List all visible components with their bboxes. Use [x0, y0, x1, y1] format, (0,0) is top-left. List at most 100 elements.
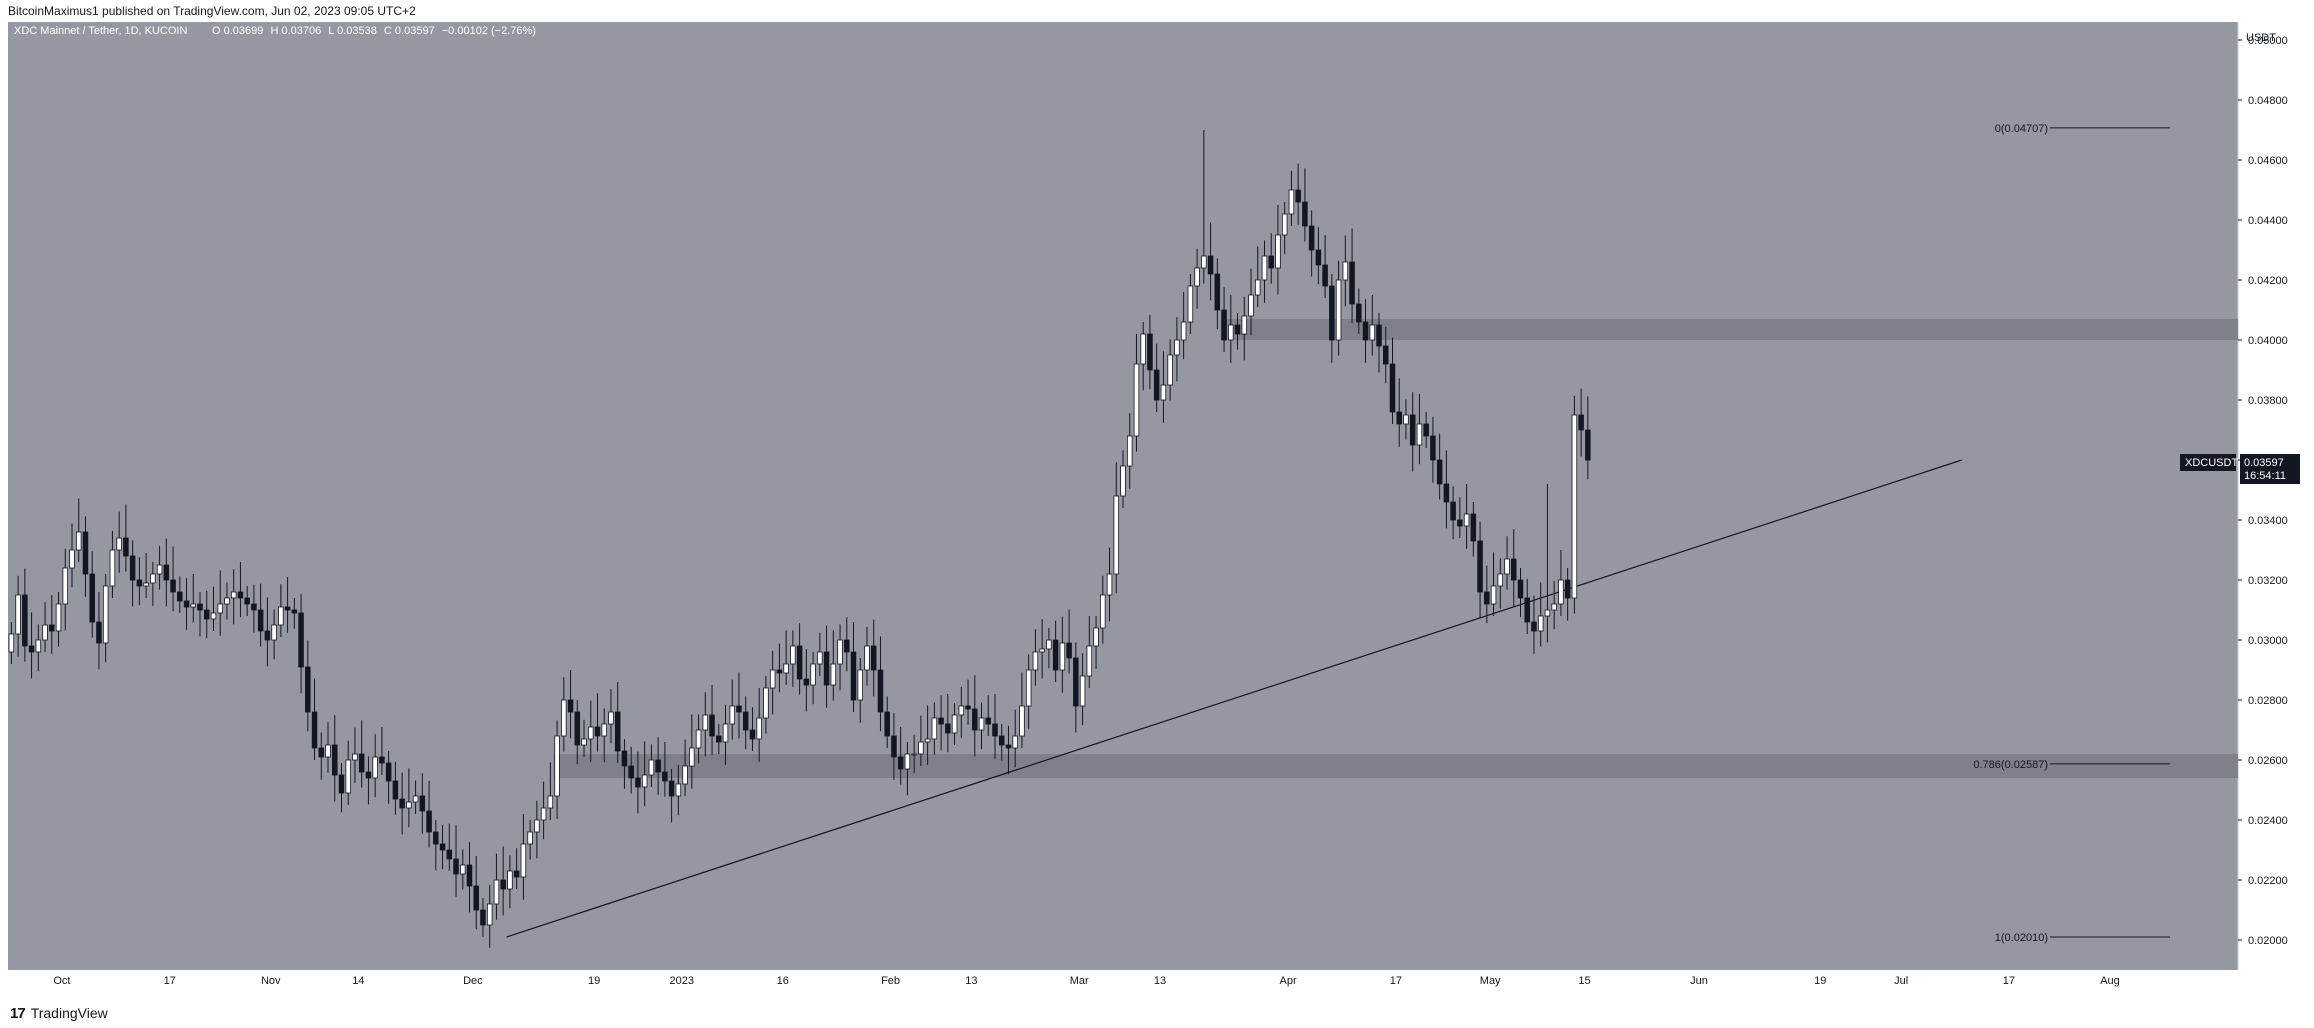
candle-down	[884, 711, 890, 737]
candle-down	[264, 630, 271, 641]
candle-up	[1174, 339, 1180, 356]
tradingview-logo-icon: 17	[10, 1004, 26, 1022]
candle-down	[318, 747, 325, 758]
legend-high-value: 0.03706	[281, 25, 321, 37]
candle-down	[1153, 369, 1160, 401]
candle-down	[1295, 189, 1301, 203]
candle-up	[1544, 609, 1551, 617]
candle-up	[69, 549, 75, 569]
candle-down	[998, 735, 1005, 746]
legend-close-value: 0.03597	[395, 25, 435, 37]
candle-down	[358, 753, 365, 773]
fib-level-label: 0(0.04707)	[1995, 123, 2048, 135]
candle-up	[520, 843, 527, 878]
time-tick-label: Apr	[1279, 975, 1296, 987]
candle-up	[581, 738, 587, 746]
candle-up	[1369, 324, 1376, 341]
candle-down	[473, 885, 479, 911]
time-tick-label: 17	[2003, 975, 2015, 987]
candle-up	[62, 567, 69, 605]
candle-down	[1578, 414, 1584, 431]
currency-label: USDT	[2246, 32, 2276, 44]
time-axis[interactable]: Oct 17 Nov 14 Dec 19 2023 16 Feb 13 Mar 13 Apr 17 May 1…	[53, 975, 2119, 987]
fib-level-label: 0.786(0.02587)	[1973, 759, 2048, 771]
candle-down	[251, 603, 257, 611]
candle-down	[614, 711, 621, 752]
legend-ohlc: O 0.03699 H 0.03706 L 0.03538 C 0.03597 …	[212, 25, 536, 37]
legend-close-label: C	[384, 25, 392, 37]
candle-up	[210, 612, 217, 620]
time-tick-label: 2023	[669, 975, 693, 987]
price-chart[interactable]: 0(0.04707) 0.786(0.02587) 1(0.02010) 0.050…	[0, 22, 2314, 990]
legend-open-value: 0.03699	[224, 25, 264, 37]
candle-up	[1342, 261, 1349, 281]
candle-up	[1046, 639, 1052, 650]
price-tick-label: 0.03400	[2248, 515, 2288, 527]
price-axis[interactable]: 0.05000 0.04800 0.04600 0.04400 0.04200 0.040…	[2238, 35, 2288, 947]
candle-up	[675, 783, 682, 797]
time-tick-label: May	[1480, 975, 1501, 987]
footer-brand: TradingView	[30, 1005, 108, 1021]
candle-down	[1436, 459, 1443, 485]
candle-up	[109, 549, 116, 587]
fib-level-label: 1(0.02010)	[1995, 932, 2048, 944]
candle-up	[763, 687, 769, 719]
candle-up	[810, 663, 816, 686]
candle-up	[75, 531, 82, 551]
symbol-badge-text: XDCUSDT	[2185, 457, 2238, 469]
candle-down	[1396, 411, 1402, 425]
time-tick-label: 19	[1814, 975, 1826, 987]
price-badge-value: 0.03597	[2244, 457, 2284, 469]
candle-up	[958, 705, 965, 716]
candle-down	[776, 669, 783, 674]
candle-up	[278, 606, 284, 626]
candle-up	[904, 753, 911, 770]
candle-down	[742, 711, 749, 731]
candle-up	[924, 738, 931, 743]
candle-down	[1564, 579, 1571, 599]
time-tick-label: Aug	[2100, 975, 2120, 987]
candle-down	[170, 579, 176, 593]
candle-down	[803, 678, 810, 686]
candle-down	[446, 849, 453, 860]
candle-up	[1180, 321, 1187, 341]
price-tick-label: 0.04800	[2248, 95, 2288, 107]
candle-up	[507, 870, 513, 890]
candle-up	[641, 774, 648, 788]
candle-up	[150, 573, 156, 584]
candle-down	[177, 591, 183, 602]
candle-down	[257, 609, 264, 632]
candle-down	[183, 600, 190, 608]
price-tick-label: 0.05000	[2248, 35, 2288, 47]
candle-up	[1059, 642, 1066, 671]
candle-up	[1551, 603, 1557, 611]
candle-up	[1187, 285, 1194, 323]
price-axis-background	[2238, 22, 2314, 970]
candle-down	[1005, 744, 1012, 749]
candle-up	[1228, 324, 1234, 341]
candle-up	[217, 603, 223, 614]
candle-up	[1537, 615, 1544, 632]
candle-down	[668, 780, 675, 797]
candle-up	[756, 717, 762, 740]
candle-up	[1194, 267, 1200, 287]
fibonacci-layer: 0(0.04707) 0.786(0.02587) 1(0.02010)	[1973, 123, 2170, 944]
candle-down	[311, 711, 318, 749]
candle-up	[412, 795, 419, 803]
candle-up	[1275, 234, 1281, 269]
candle-up	[42, 624, 48, 641]
candle-down	[365, 771, 372, 779]
candle-down	[203, 609, 210, 620]
price-tick-label: 0.02600	[2248, 755, 2288, 767]
candle-down	[1450, 501, 1456, 521]
candle-up	[8, 633, 15, 653]
time-tick-label: 17	[1390, 975, 1402, 987]
candle-up	[1241, 315, 1248, 335]
time-tick-label: Dec	[463, 975, 483, 987]
candle-up	[1254, 279, 1261, 296]
price-badge-bg	[2240, 454, 2300, 484]
ascending-trendline	[506, 459, 1962, 938]
candle-up	[790, 645, 796, 665]
candle-up	[1079, 675, 1086, 707]
candle-down	[635, 777, 641, 788]
